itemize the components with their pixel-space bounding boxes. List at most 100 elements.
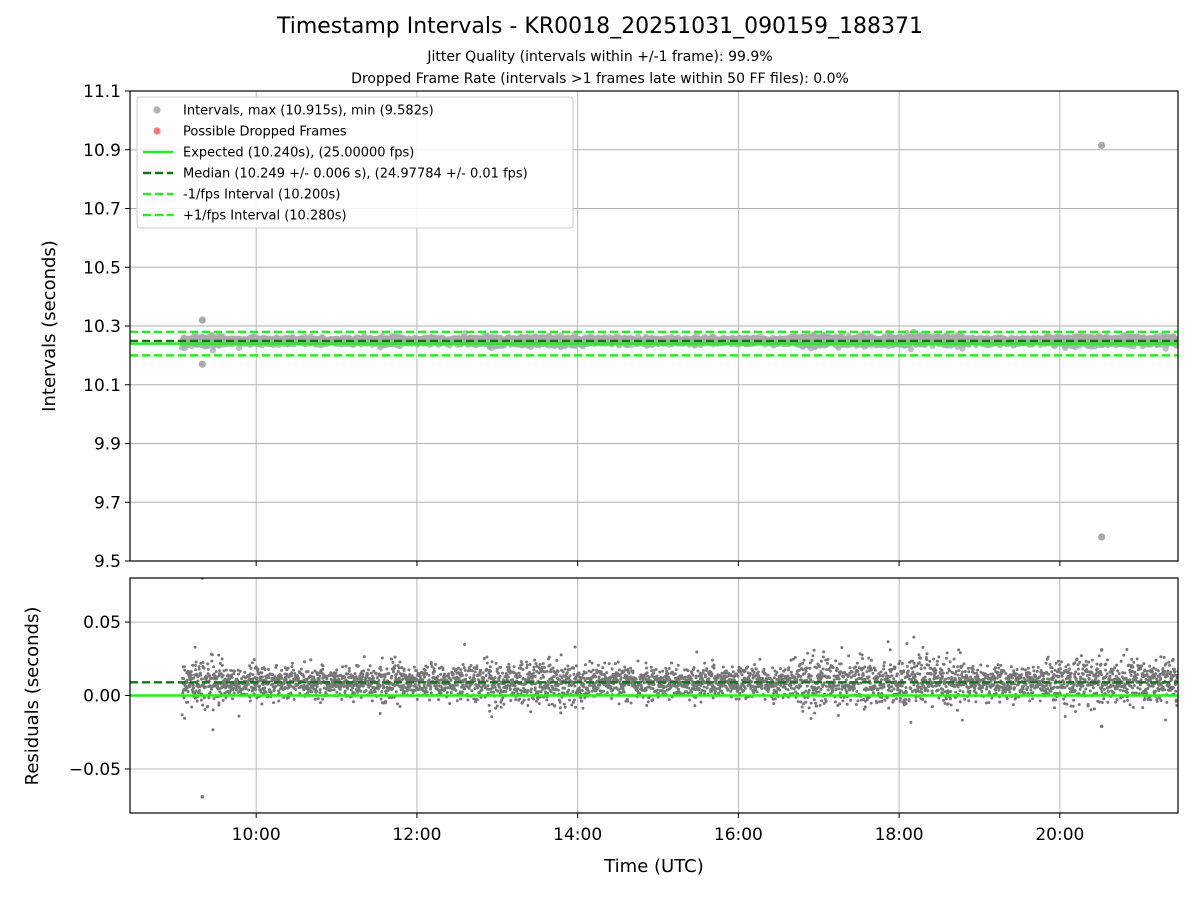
residual-point	[190, 705, 194, 709]
residual-point	[208, 674, 212, 678]
residual-point	[194, 689, 198, 693]
residual-point	[340, 697, 344, 701]
residual-point	[280, 676, 284, 680]
residual-point	[246, 682, 250, 686]
residual-point	[247, 688, 251, 692]
residual-point	[260, 671, 264, 675]
residual-point	[194, 660, 198, 664]
residual-point	[346, 687, 350, 691]
residual-point	[248, 699, 252, 703]
residual-point	[263, 686, 267, 690]
residual-point	[264, 676, 268, 680]
residual-point	[216, 687, 220, 691]
interval-outlier-point	[1098, 533, 1106, 541]
residual-point	[331, 685, 335, 689]
residual-point	[230, 675, 234, 679]
residual-point	[191, 663, 195, 667]
residual-point	[198, 673, 202, 677]
residual-point	[215, 685, 219, 689]
residual-point	[296, 676, 300, 680]
residual-point	[343, 675, 347, 679]
legend-entry: Expected (10.240s), (25.00000 fps)	[183, 146, 414, 161]
residuals-points	[180, 578, 1178, 799]
residual-point	[309, 658, 313, 662]
residual-point	[191, 686, 195, 690]
residual-point	[232, 669, 236, 673]
residual-point	[181, 691, 185, 695]
residual-point	[250, 661, 254, 665]
residual-point	[292, 697, 296, 701]
residual-point	[335, 668, 339, 672]
residual-point	[180, 713, 184, 717]
intervals-y-tick-label: 10.5	[83, 258, 121, 278]
residual-point	[334, 671, 338, 675]
residual-point	[219, 672, 223, 676]
residual-point	[206, 667, 210, 671]
residual-point	[230, 685, 234, 689]
residual-point	[212, 665, 216, 669]
residual-point	[197, 667, 201, 671]
residual-point	[289, 684, 293, 688]
residual-point	[296, 674, 300, 678]
residual-point	[349, 688, 353, 692]
residual-point	[232, 672, 236, 676]
residual-point	[217, 701, 221, 705]
residual-point	[312, 678, 316, 682]
residual-point	[255, 696, 259, 700]
residual-point	[272, 701, 276, 705]
intervals-y-axis-label: Intervals (seconds)	[39, 240, 60, 412]
residual-point	[225, 683, 229, 687]
intervals-y-tick-label: 11.1	[83, 82, 121, 102]
legend: Intervals, max (10.915s), min (9.582s)Po…	[136, 96, 574, 229]
residual-point	[249, 685, 253, 689]
legend-marker	[153, 106, 161, 114]
residual-point	[214, 670, 218, 674]
residual-point	[321, 664, 325, 668]
legend-entry: +1/fps Interval (10.280s)	[183, 209, 347, 224]
residual-point	[210, 653, 214, 657]
interval-outlier-point	[198, 316, 206, 324]
residual-point	[194, 668, 198, 672]
residual-point	[282, 681, 286, 685]
residual-point	[209, 687, 213, 691]
intervals-y-tick-label: 10.9	[83, 141, 121, 161]
residual-point	[217, 703, 221, 707]
residual-point	[344, 664, 348, 668]
residual-point	[260, 702, 264, 706]
residual-point	[308, 686, 312, 690]
residual-point	[258, 684, 262, 688]
residual-point	[292, 668, 296, 672]
residual-point	[195, 699, 199, 703]
residual-point	[274, 684, 278, 688]
residual-point	[238, 669, 242, 673]
residual-point	[215, 675, 219, 679]
residual-point	[294, 688, 298, 692]
residual-point	[267, 676, 271, 680]
residual-point	[324, 690, 328, 694]
residual-point	[193, 696, 197, 700]
residual-point	[313, 697, 317, 701]
residual-point	[218, 661, 222, 665]
residual-point	[183, 668, 187, 672]
residual-point	[310, 690, 314, 694]
residual-point	[299, 667, 303, 671]
residual-point	[290, 674, 294, 678]
residual-point	[211, 728, 215, 732]
chart-subtitle-jitter: Jitter Quality (intervals within +/-1 fr…	[427, 49, 773, 65]
residual-point	[316, 697, 320, 701]
residual-point	[198, 671, 202, 675]
residual-point	[188, 685, 192, 689]
residual-point	[343, 689, 347, 693]
intervals-y-axis: 9.59.79.910.110.310.510.710.911.1	[83, 82, 1061, 572]
residual-point	[315, 689, 319, 693]
residual-point	[273, 675, 277, 679]
residual-point	[248, 672, 252, 676]
residual-point	[230, 697, 234, 701]
residual-point	[291, 661, 295, 665]
residual-point	[210, 676, 214, 680]
intervals-y-tick-label: 10.3	[83, 317, 121, 337]
residual-point	[259, 690, 263, 694]
residual-point	[305, 691, 309, 695]
residual-point	[256, 667, 260, 671]
residual-point	[192, 676, 196, 680]
